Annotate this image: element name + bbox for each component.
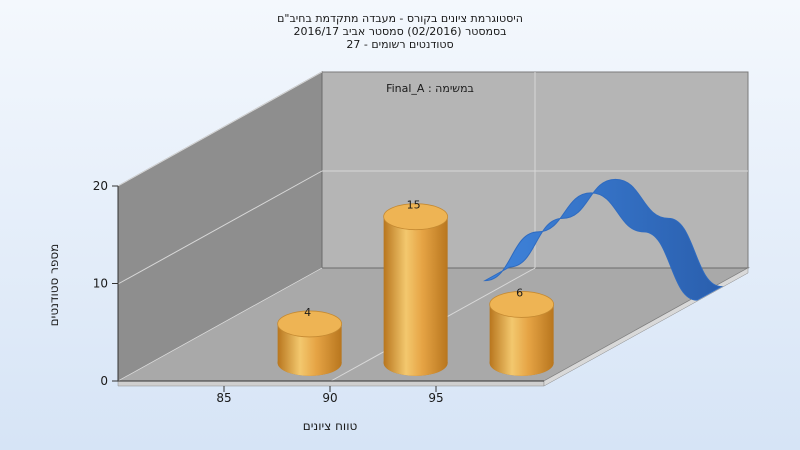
chart-title-line-3: סטודנטים רשומים - 27 <box>346 38 454 51</box>
y-tick-label: 10 <box>93 277 108 291</box>
y-axis-label: מספר סטודנטים <box>47 244 61 327</box>
y-tick-label: 20 <box>93 179 108 193</box>
bar-value-label: 6 <box>516 286 523 299</box>
x-tick-label: 95 <box>428 391 443 405</box>
bar: 4 <box>277 306 343 376</box>
bar-top <box>383 203 449 231</box>
chart-floor-edge <box>117 380 545 387</box>
bar-top <box>489 291 555 318</box>
chart-annotation: במשימה : Final_A <box>386 82 474 95</box>
bar-body <box>383 216 448 363</box>
x-axis-label: טווח ציונים <box>303 419 358 433</box>
bar: 15 <box>383 199 449 376</box>
bars-layer: 4 15 6 <box>277 199 555 376</box>
bar-value-label: 4 <box>304 306 311 319</box>
distribution-curve <box>484 178 724 301</box>
bar-value-label: 15 <box>407 199 421 212</box>
y-tick-label: 0 <box>100 374 108 388</box>
ticks-layer: 0 10 20 85 90 95 <box>93 179 444 405</box>
x-tick-label: 85 <box>216 391 231 405</box>
bar-bottom-curve <box>277 349 342 376</box>
chart-title-line-2: בסמסטר (02/2016) סמסטר אביב 2016/17 <box>293 25 507 38</box>
bar: 6 <box>489 286 555 376</box>
bar-top <box>277 310 343 338</box>
x-tick-label: 90 <box>322 391 337 405</box>
bar-bottom-curve <box>489 349 554 376</box>
bar-bottom-curve <box>383 349 448 376</box>
curve-layer <box>484 178 724 301</box>
chart-title-line-1: היסטוגרמת ציונים בקורס - מעבדה מתקדמת בח… <box>277 12 523 25</box>
